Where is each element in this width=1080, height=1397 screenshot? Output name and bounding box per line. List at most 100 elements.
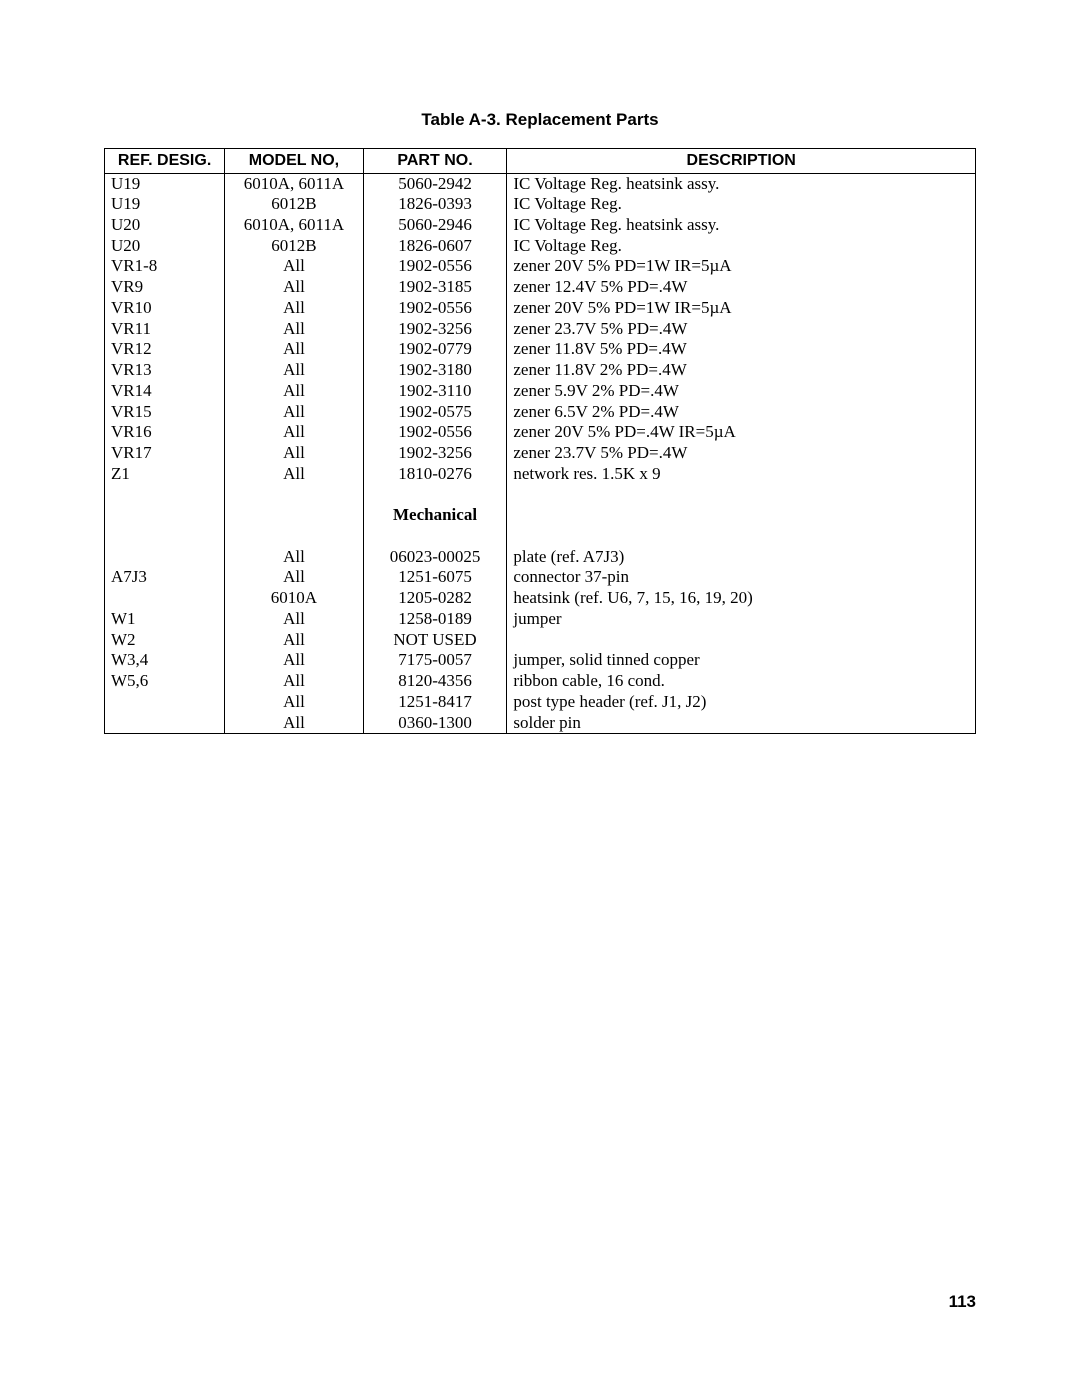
cell-model: All <box>225 443 363 464</box>
table-header-row: REF. DESIG. MODEL NO, PART NO. DESCRIPTI… <box>105 149 976 174</box>
cell-desc: ribbon cable, 16 cond. <box>507 671 976 692</box>
cell-desc: zener 23.7V 5% PD=.4W <box>507 443 976 464</box>
cell-desc: zener 20V 5% PD=1W IR=5µA <box>507 256 976 277</box>
cell-model: All <box>225 650 363 671</box>
cell-model: All <box>225 256 363 277</box>
cell-model: All <box>225 339 363 360</box>
table-row: U206012B1826-0607IC Voltage Reg. <box>105 236 976 257</box>
cell-ref: VR16 <box>105 422 225 443</box>
cell-desc: post type header (ref. J1, J2) <box>507 692 976 713</box>
cell-desc: heatsink (ref. U6, 7, 15, 16, 19, 20) <box>507 588 976 609</box>
cell-desc: zener 20V 5% PD=1W IR=5µA <box>507 298 976 319</box>
cell-model: 6010A, 6011A <box>225 215 363 236</box>
spacer-cell <box>225 485 363 506</box>
cell-part: 1902-3180 <box>363 360 507 381</box>
cell-desc: zener 11.8V 5% PD=.4W <box>507 339 976 360</box>
table-row: All06023-00025plate (ref. A7J3) <box>105 547 976 568</box>
cell-desc: IC Voltage Reg. heatsink assy. <box>507 173 976 194</box>
cell-ref: U20 <box>105 215 225 236</box>
cell-model: All <box>225 360 363 381</box>
cell-desc <box>507 630 976 651</box>
spacer-cell <box>363 526 507 547</box>
cell-ref: VR13 <box>105 360 225 381</box>
cell-ref: U20 <box>105 236 225 257</box>
spacer-cell <box>507 485 976 506</box>
cell-part: 1902-0556 <box>363 298 507 319</box>
cell-desc: zener 6.5V 2% PD=.4W <box>507 402 976 423</box>
table-row: VR13All1902-3180zener 11.8V 2% PD=.4W <box>105 360 976 381</box>
cell-desc: network res. 1.5K x 9 <box>507 464 976 485</box>
cell-ref <box>105 588 225 609</box>
cell-model: 6010A, 6011A <box>225 173 363 194</box>
cell-model: All <box>225 567 363 588</box>
table-row: VR14All1902-3110zener 5.9V 2% PD=.4W <box>105 381 976 402</box>
cell-part: 1902-3185 <box>363 277 507 298</box>
cell-part: 1902-3256 <box>363 443 507 464</box>
cell-ref: U19 <box>105 173 225 194</box>
cell-ref <box>105 547 225 568</box>
cell-ref: Z1 <box>105 464 225 485</box>
section-cell <box>225 505 363 526</box>
table-row: W5,6All8120-4356ribbon cable, 16 cond. <box>105 671 976 692</box>
table-row: U196010A, 6011A5060-2942IC Voltage Reg. … <box>105 173 976 194</box>
cell-part: 0360-1300 <box>363 713 507 734</box>
section-label: Mechanical <box>363 505 507 526</box>
cell-ref: VR12 <box>105 339 225 360</box>
cell-model: All <box>225 298 363 319</box>
cell-ref: VR11 <box>105 319 225 340</box>
cell-model: All <box>225 547 363 568</box>
table-body: U196010A, 6011A5060-2942IC Voltage Reg. … <box>105 173 976 734</box>
cell-desc: IC Voltage Reg. <box>507 236 976 257</box>
cell-ref: VR10 <box>105 298 225 319</box>
cell-desc: plate (ref. A7J3) <box>507 547 976 568</box>
cell-ref: VR9 <box>105 277 225 298</box>
cell-part: 1205-0282 <box>363 588 507 609</box>
cell-part: NOT USED <box>363 630 507 651</box>
table-row: VR9All1902-3185zener 12.4V 5% PD=.4W <box>105 277 976 298</box>
cell-ref: U19 <box>105 194 225 215</box>
cell-desc: zener 20V 5% PD=.4W IR=5µA <box>507 422 976 443</box>
cell-desc: solder pin <box>507 713 976 734</box>
cell-part: 1826-0607 <box>363 236 507 257</box>
cell-model: All <box>225 609 363 630</box>
cell-part: 8120-4356 <box>363 671 507 692</box>
cell-part: 1826-0393 <box>363 194 507 215</box>
table-row: VR12All1902-0779zener 11.8V 5% PD=.4W <box>105 339 976 360</box>
cell-desc: connector 37-pin <box>507 567 976 588</box>
section-cell <box>507 505 976 526</box>
col-header-part: PART NO. <box>363 149 507 174</box>
cell-model: All <box>225 671 363 692</box>
table-row: A7J3All1251-6075connector 37-pin <box>105 567 976 588</box>
cell-model: All <box>225 464 363 485</box>
cell-part: 1258-0189 <box>363 609 507 630</box>
cell-part: 1902-0779 <box>363 339 507 360</box>
cell-ref <box>105 713 225 734</box>
table-row: VR10All1902-0556zener 20V 5% PD=1W IR=5µ… <box>105 298 976 319</box>
spacer-row <box>105 526 976 547</box>
cell-ref: VR17 <box>105 443 225 464</box>
cell-part: 5060-2946 <box>363 215 507 236</box>
table-row: 6010A1205-0282heatsink (ref. U6, 7, 15, … <box>105 588 976 609</box>
cell-model: All <box>225 630 363 651</box>
cell-ref: A7J3 <box>105 567 225 588</box>
cell-model: All <box>225 422 363 443</box>
cell-model: 6012B <box>225 194 363 215</box>
table-row: All1251-8417post type header (ref. J1, J… <box>105 692 976 713</box>
table-row: VR17All1902-3256zener 23.7V 5% PD=.4W <box>105 443 976 464</box>
section-row: Mechanical <box>105 505 976 526</box>
table-row: All0360-1300solder pin <box>105 713 976 734</box>
cell-part: 1902-0556 <box>363 422 507 443</box>
cell-part: 5060-2942 <box>363 173 507 194</box>
spacer-row <box>105 485 976 506</box>
cell-desc: zener 11.8V 2% PD=.4W <box>507 360 976 381</box>
table-row: VR16All1902-0556zener 20V 5% PD=.4W IR=5… <box>105 422 976 443</box>
cell-desc: IC Voltage Reg. <box>507 194 976 215</box>
table-row: W1All1258-0189jumper <box>105 609 976 630</box>
cell-model: 6010A <box>225 588 363 609</box>
cell-ref: W2 <box>105 630 225 651</box>
table-row: Z1All1810-0276network res. 1.5K x 9 <box>105 464 976 485</box>
table-caption: Table A-3. Replacement Parts <box>104 110 976 130</box>
cell-model: All <box>225 402 363 423</box>
page: Table A-3. Replacement Parts REF. DESIG.… <box>0 0 1080 734</box>
cell-model: All <box>225 277 363 298</box>
